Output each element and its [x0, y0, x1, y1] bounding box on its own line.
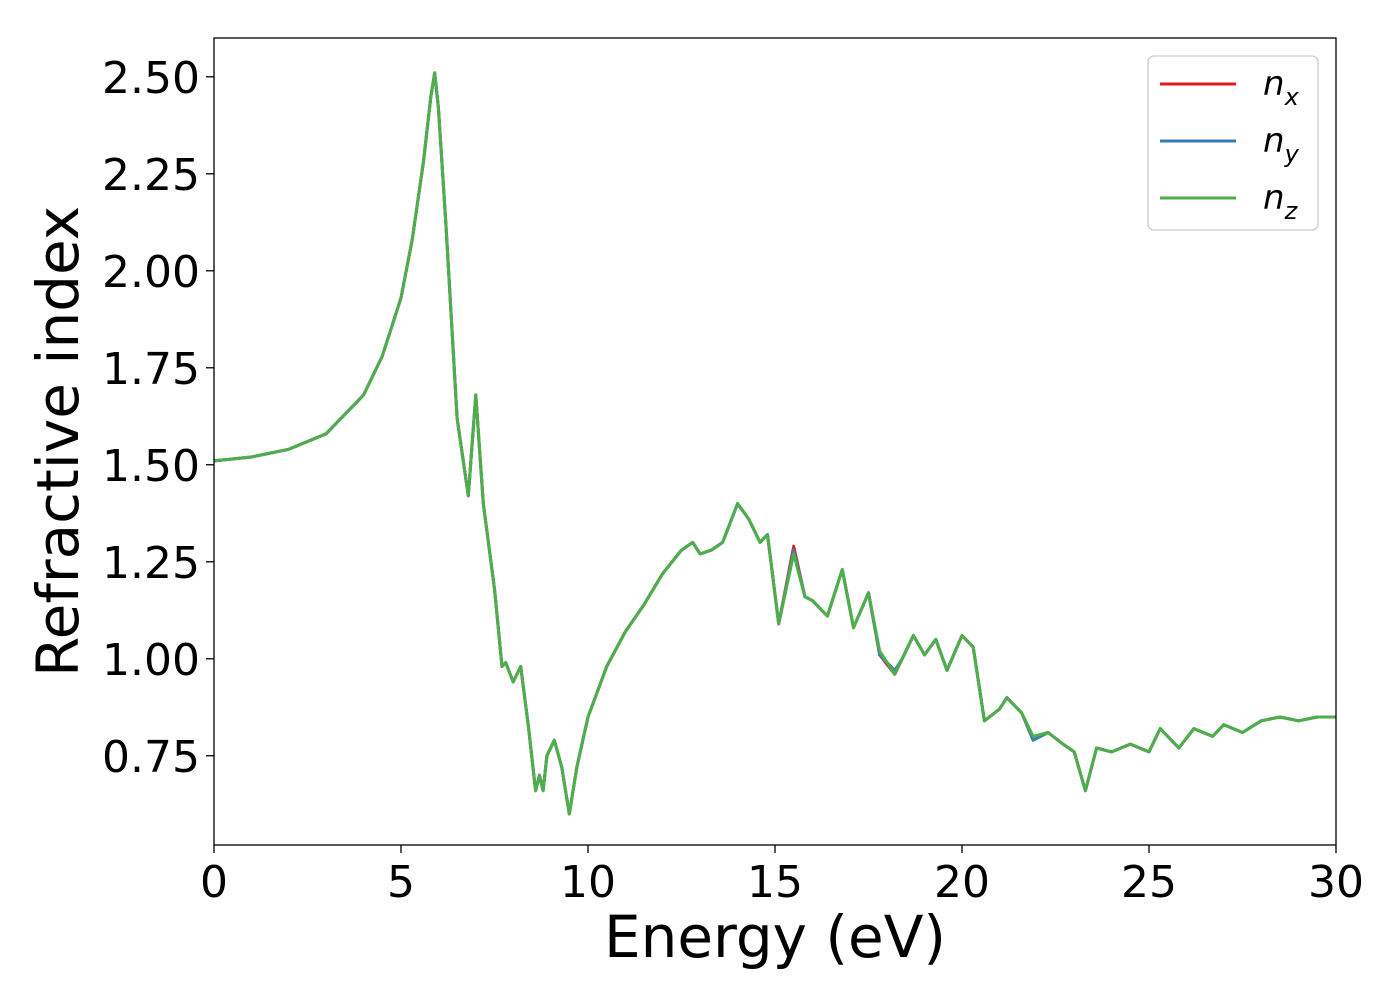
y-axis-label: Refractive index	[24, 206, 92, 677]
series-layer	[213, 71, 1336, 816]
y-tick-label: 2.00	[102, 247, 200, 298]
x-tick-label: 0	[200, 857, 228, 908]
legend-box	[1147, 55, 1319, 231]
legend-label-subscript: x	[1284, 83, 1300, 111]
y-tick-label: 0.75	[102, 732, 200, 783]
y-tick-label: 2.25	[102, 150, 200, 201]
legend-label-base: n	[1263, 121, 1285, 161]
x-tick-label: 15	[747, 857, 803, 908]
x-tick-label: 10	[560, 857, 616, 908]
legend-label-subscript: z	[1284, 197, 1299, 225]
x-tick-label: 5	[387, 857, 415, 908]
x-axis-ticks: 0 5 10 15 20 25 30	[200, 845, 1364, 908]
x-tick-label: 20	[934, 857, 990, 908]
y-tick-label: 1.25	[102, 538, 200, 589]
y-tick-label: 1.75	[102, 344, 200, 395]
y-tick-label: 1.00	[102, 635, 200, 686]
y-tick-label: 2.50	[102, 53, 200, 104]
y-tick-label: 1.50	[102, 441, 200, 492]
legend-label-nz: nz	[1263, 178, 1299, 225]
x-tick-label: 25	[1121, 857, 1177, 908]
y-axis-ticks: 0.75 1.00 1.25 1.50 1.75 2.00 2.25 2.50	[102, 53, 214, 783]
legend-label-subscript: y	[1284, 140, 1300, 168]
legend-label-base: n	[1263, 178, 1285, 218]
legend-label-base: n	[1263, 64, 1285, 104]
legend-label-nx: nx	[1263, 64, 1300, 111]
x-tick-label: 30	[1308, 857, 1364, 908]
x-axis-label: Energy (eV)	[604, 903, 946, 971]
legend-label-ny: ny	[1263, 121, 1300, 168]
series-line-nz	[213, 71, 1336, 816]
